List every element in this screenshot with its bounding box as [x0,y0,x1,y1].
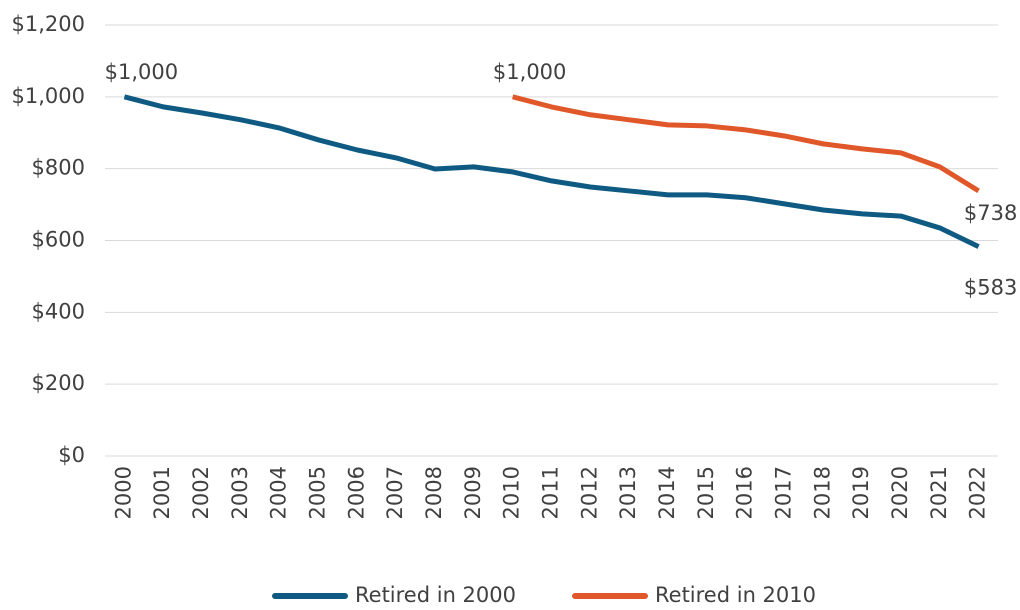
x-tick-label: 2009 [461,466,485,519]
x-tick-label: 2005 [306,466,330,519]
x-tick-label: 2006 [344,466,368,519]
y-tick-label: $200 [32,371,85,395]
x-tick-label: 2012 [577,466,601,519]
data-label: $738 [964,201,1017,225]
x-tick-label: 2017 [771,466,795,519]
y-tick-label: $800 [32,156,85,180]
x-tick-label: 2013 [616,466,640,519]
x-tick-label: 2011 [539,466,563,519]
x-tick-label: 2014 [655,466,679,519]
data-label: $1,000 [105,60,178,84]
line-series [512,94,980,194]
x-tick-label: 2021 [927,466,951,519]
data-label: $1,000 [493,60,566,84]
x-tick-label: 2003 [228,466,252,519]
x-tick-label: 2000 [111,466,135,519]
y-tick-label: $0 [58,443,85,467]
legend-label: Retired in 2010 [655,583,816,607]
x-tick-label: 2008 [422,466,446,519]
y-tick-label: $1,000 [12,84,85,108]
x-tick-label: 2018 [810,466,834,519]
x-tick-label: 2002 [189,466,213,519]
x-tick-label: 2001 [150,466,174,519]
x-tick-label: 2020 [888,466,912,519]
data-label: $583 [964,276,1017,300]
line-series [123,94,980,249]
x-tick-label: 2022 [966,466,990,519]
x-tick-label: 2007 [383,466,407,519]
x-tick-label: 2004 [267,466,291,519]
x-tick-label: 2010 [500,466,524,519]
legend-label: Retired in 2000 [355,583,516,607]
y-tick-label: $1,200 [12,12,85,36]
y-tick-label: $400 [32,299,85,323]
x-tick-label: 2015 [694,466,718,519]
x-tick-label: 2016 [733,466,757,519]
x-tick-label: 2019 [849,466,873,519]
y-tick-label: $600 [32,228,85,252]
